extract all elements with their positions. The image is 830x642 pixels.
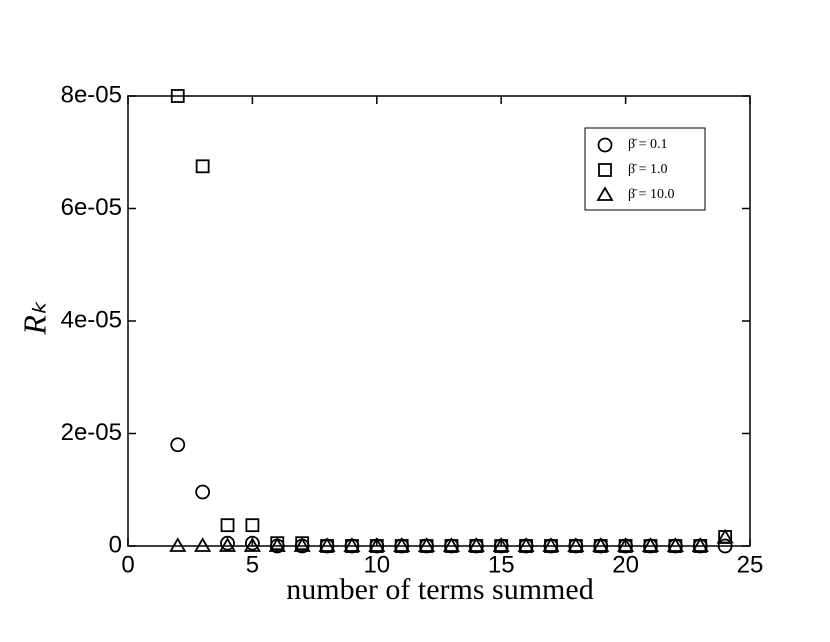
marker-triangle — [368, 537, 386, 552]
marker-triangle — [293, 537, 311, 552]
legend-box — [584, 127, 706, 211]
marker-triangle — [442, 537, 461, 552]
marker-square — [195, 159, 210, 174]
marker-triangle — [542, 537, 560, 552]
x-tick-label: 10 — [363, 551, 390, 578]
x-tick-label: 15 — [488, 551, 515, 578]
y-tick-label: 8e-05 — [61, 81, 122, 108]
marker-square — [295, 536, 310, 551]
marker-triangle — [318, 537, 336, 552]
marker-circle — [170, 437, 186, 453]
marker-square — [598, 163, 612, 177]
marker-square — [270, 536, 285, 551]
legend-label: β̄ = 10.0 — [628, 187, 675, 202]
marker-triangle — [417, 537, 436, 552]
marker-triangle — [218, 537, 237, 552]
y-axis-label: Rₖ — [16, 301, 52, 336]
y-tick-label: 2e-05 — [61, 419, 122, 446]
marker-triangle — [517, 537, 535, 552]
x-tick-label: 5 — [246, 551, 259, 578]
y-tick-label: 6e-05 — [61, 194, 122, 221]
marker-square — [245, 518, 260, 533]
marker-triangle — [467, 537, 485, 552]
marker-square — [220, 518, 235, 533]
marker-triangle — [243, 537, 261, 552]
legend-label: β̄ = 0.1 — [628, 137, 668, 152]
marker-triangle — [492, 537, 510, 552]
marker-circle — [717, 538, 733, 554]
marker-triangle — [617, 537, 635, 552]
marker-triangle — [596, 186, 614, 201]
x-tick-label: 0 — [121, 551, 134, 578]
x-axis-label: number of terms summed — [286, 573, 593, 606]
marker-triangle — [666, 537, 684, 552]
marker-triangle — [268, 537, 286, 552]
marker-triangle — [393, 537, 411, 552]
marker-triangle — [169, 537, 187, 552]
marker-triangle — [567, 537, 585, 552]
marker-triangle — [592, 537, 610, 552]
legend-label: β̄ = 1.0 — [628, 162, 668, 177]
marker-circle — [195, 484, 211, 500]
marker-triangle — [343, 537, 361, 552]
x-tick-label: 25 — [737, 551, 764, 578]
marker-triangle — [194, 537, 212, 552]
marker-triangle — [716, 528, 734, 544]
y-tick-label: 0 — [109, 531, 122, 558]
x-tick-label: 20 — [612, 551, 639, 578]
marker-triangle — [691, 537, 709, 552]
marker-triangle — [641, 537, 660, 552]
marker-circle — [220, 535, 235, 551]
marker-square — [170, 89, 185, 103]
marker-circle — [597, 137, 613, 153]
y-tick-label: 4e-05 — [61, 306, 122, 333]
marker-circle — [244, 535, 260, 551]
